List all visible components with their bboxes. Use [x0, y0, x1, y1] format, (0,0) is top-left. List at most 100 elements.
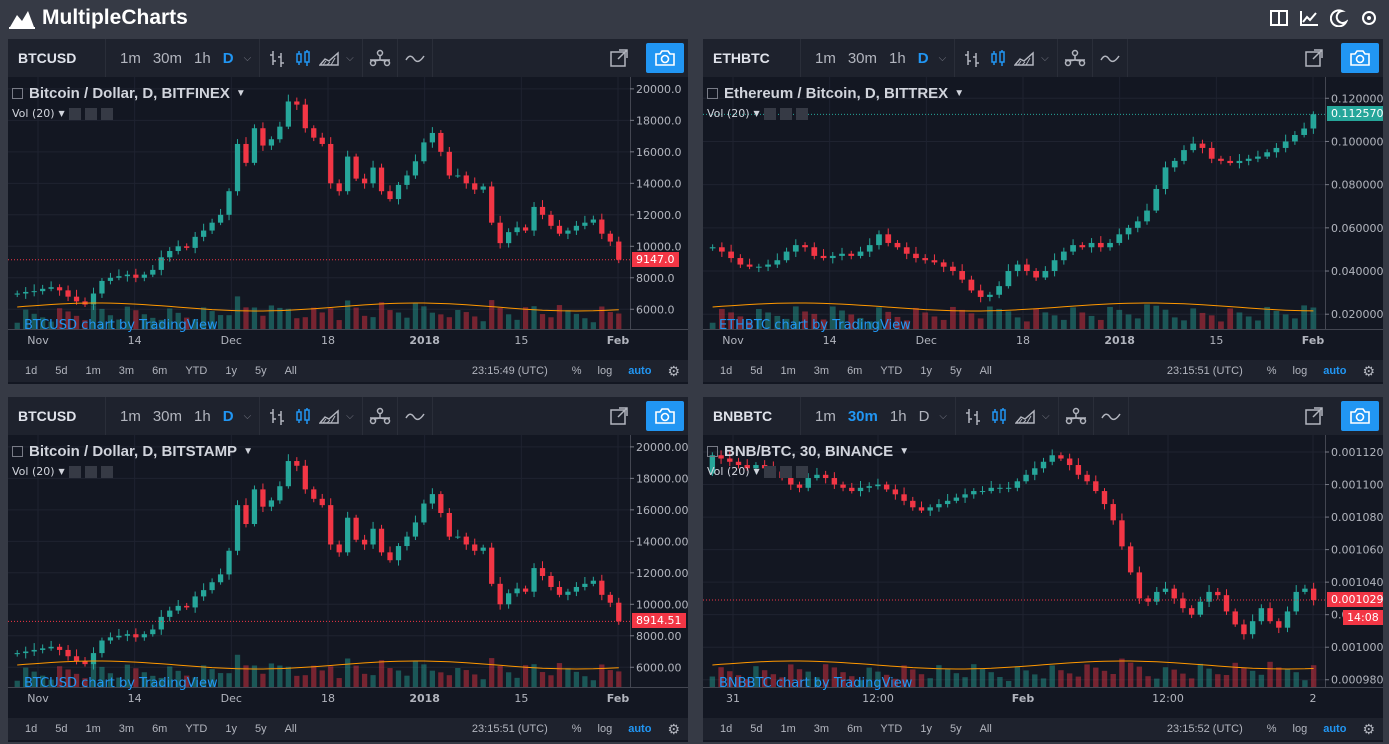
candle-plot[interactable]: 0.12000000 0.10000000 0.08000000 0.06000000…: [703, 77, 1383, 360]
range-5y[interactable]: 5y: [254, 723, 267, 735]
range-5y[interactable]: 5y: [949, 723, 962, 735]
watermark[interactable]: BTCUSD chart by TradingView: [24, 318, 218, 333]
compare-icon[interactable]: [1062, 45, 1088, 71]
indicators-icon[interactable]: [1097, 45, 1123, 71]
range-ytd[interactable]: YTD: [880, 365, 903, 377]
volume-settings-icon[interactable]: [84, 107, 97, 120]
timeframe-dropdown-icon[interactable]: ⌵: [243, 410, 252, 422]
range-3m[interactable]: 3m: [118, 723, 135, 735]
symbol-input[interactable]: BNBBTC: [703, 397, 801, 435]
volume-eye-icon[interactable]: [763, 465, 776, 478]
title-dropdown-icon[interactable]: ▼: [235, 88, 246, 99]
range-all[interactable]: All: [979, 723, 992, 735]
volume-close-icon[interactable]: [100, 107, 113, 120]
collapse-icon[interactable]: [707, 446, 718, 457]
title-dropdown-icon[interactable]: ▼: [899, 446, 910, 457]
chart-canvas[interactable]: 20000.0 18000.0 16000.0 14000.0 12000.0 10000…: [8, 77, 688, 360]
timeframe-dropdown-icon[interactable]: ⌵: [243, 52, 252, 64]
snapshot-button[interactable]: [1341, 401, 1379, 431]
log-toggle[interactable]: log: [1292, 365, 1308, 377]
watermark[interactable]: BTCUSD chart by TradingView: [24, 676, 218, 691]
symbol-input[interactable]: BTCUSD: [8, 397, 106, 435]
timeframe-d[interactable]: D: [918, 407, 930, 425]
timeframe-1m[interactable]: 1m: [120, 407, 141, 425]
volume-label[interactable]: Vol (20): [707, 465, 750, 478]
chart-settings-icon[interactable]: ⚙: [1362, 720, 1375, 737]
fullscreen-icon[interactable]: [1301, 45, 1327, 71]
chart-title[interactable]: Ethereum / Bitcoin, D, BITTREX: [724, 85, 949, 102]
timeframe-30m[interactable]: 30m: [152, 407, 183, 425]
app-brand[interactable]: MultipleCharts: [8, 6, 188, 30]
volume-dropdown-icon[interactable]: ▼: [58, 467, 65, 476]
percent-toggle[interactable]: %: [571, 723, 582, 735]
snapshot-button[interactable]: [646, 401, 684, 431]
area-chart-icon[interactable]: [316, 403, 342, 429]
chart-style-dropdown-icon[interactable]: ⌵: [346, 410, 354, 422]
log-toggle[interactable]: log: [597, 723, 613, 735]
percent-toggle[interactable]: %: [1266, 365, 1277, 377]
chart-style-dropdown-icon[interactable]: ⌵: [346, 52, 354, 64]
volume-eye-icon[interactable]: [763, 107, 776, 120]
compare-icon[interactable]: [1063, 403, 1089, 429]
volume-settings-icon[interactable]: [84, 465, 97, 478]
range-6m[interactable]: 6m: [152, 365, 168, 377]
chart-canvas[interactable]: 0.12000000 0.10000000 0.08000000 0.06000000…: [703, 77, 1383, 360]
range-1d[interactable]: 1d: [25, 365, 38, 377]
range-5y[interactable]: 5y: [949, 365, 962, 377]
bars-icon[interactable]: [264, 45, 290, 71]
title-settings-icon[interactable]: [252, 87, 266, 101]
candle-plot[interactable]: 20000.00 18000.00 16000.00 14000.00 12000.00…: [8, 435, 688, 718]
title-dropdown-icon[interactable]: ▼: [243, 446, 253, 457]
area-chart-icon[interactable]: [1012, 403, 1038, 429]
fullscreen-icon[interactable]: [606, 45, 632, 71]
chart-title[interactable]: Bitcoin / Dollar, D, BITSTAMP: [29, 443, 238, 460]
volume-close-icon[interactable]: [795, 465, 808, 478]
range-3m[interactable]: 3m: [813, 365, 830, 377]
chart-title[interactable]: BNB/BTC, 30, BINANCE: [724, 443, 894, 460]
timeframe-d[interactable]: D: [917, 49, 929, 67]
title-settings-icon[interactable]: [915, 445, 929, 459]
volume-close-icon[interactable]: [100, 465, 113, 478]
area-chart-icon[interactable]: [1011, 45, 1037, 71]
timeframe-d[interactable]: D: [222, 49, 234, 67]
candles-icon[interactable]: [986, 403, 1012, 429]
bars-icon[interactable]: [264, 403, 290, 429]
volume-dropdown-icon[interactable]: ▼: [58, 109, 65, 118]
timeframe-30m[interactable]: 30m: [152, 49, 183, 67]
range-3m[interactable]: 3m: [813, 723, 830, 735]
range-1d[interactable]: 1d: [720, 723, 733, 735]
candles-icon[interactable]: [290, 403, 316, 429]
range-1m[interactable]: 1m: [85, 723, 101, 735]
chart-style-dropdown-icon[interactable]: ⌵: [1041, 52, 1049, 64]
chart-settings-icon[interactable]: ⚙: [667, 362, 680, 379]
bars-icon[interactable]: [960, 403, 986, 429]
range-6m[interactable]: 6m: [152, 723, 168, 735]
moon-icon[interactable]: [1329, 8, 1349, 28]
range-6m[interactable]: 6m: [847, 365, 863, 377]
collapse-icon[interactable]: [12, 88, 23, 99]
watermark[interactable]: ETHBTC chart by TradingView: [719, 318, 911, 333]
title-settings-icon[interactable]: [259, 445, 273, 459]
range-1y[interactable]: 1y: [920, 365, 932, 377]
auto-toggle[interactable]: auto: [628, 365, 652, 377]
chart-type-icon[interactable]: [1299, 8, 1319, 28]
range-5d[interactable]: 5d: [55, 365, 68, 377]
range-6m[interactable]: 6m: [847, 723, 863, 735]
timeframe-30m[interactable]: 30m: [847, 407, 878, 425]
bars-icon[interactable]: [959, 45, 985, 71]
range-ytd[interactable]: YTD: [185, 723, 208, 735]
range-all[interactable]: All: [284, 365, 297, 377]
timeframe-dropdown-icon[interactable]: ⌵: [938, 52, 947, 64]
area-chart-icon[interactable]: [316, 45, 342, 71]
range-5d[interactable]: 5d: [55, 723, 68, 735]
percent-toggle[interactable]: %: [571, 365, 582, 377]
fullscreen-icon[interactable]: [1301, 403, 1327, 429]
volume-dropdown-icon[interactable]: ▼: [753, 467, 760, 476]
range-1y[interactable]: 1y: [225, 365, 237, 377]
indicators-icon[interactable]: [402, 45, 428, 71]
symbol-input[interactable]: ETHBTC: [703, 39, 801, 77]
timeframe-30m[interactable]: 30m: [847, 49, 878, 67]
log-toggle[interactable]: log: [1292, 723, 1308, 735]
range-5d[interactable]: 5d: [750, 723, 763, 735]
